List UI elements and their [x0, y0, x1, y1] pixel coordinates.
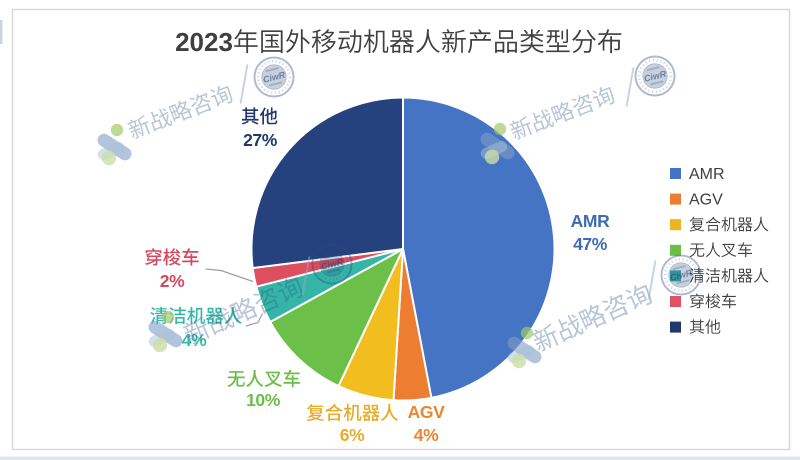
- svg-text:10%: 10%: [246, 390, 281, 410]
- svg-text:47%: 47%: [573, 234, 608, 254]
- svg-text:2%: 2%: [160, 271, 185, 291]
- svg-text:6%: 6%: [340, 425, 365, 445]
- svg-text:27%: 27%: [243, 130, 278, 150]
- svg-text:AGV: AGV: [689, 192, 723, 209]
- svg-text:AGV: AGV: [408, 402, 445, 422]
- svg-text:4%: 4%: [414, 425, 439, 445]
- svg-text:AMR: AMR: [571, 211, 610, 231]
- svg-text:2023: 2023: [175, 27, 233, 57]
- svg-text:AMR: AMR: [689, 166, 725, 183]
